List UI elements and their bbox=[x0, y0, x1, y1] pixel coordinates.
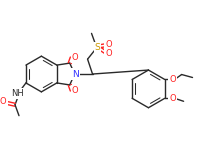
Text: O: O bbox=[169, 75, 176, 84]
Text: NH: NH bbox=[12, 89, 24, 98]
Text: O: O bbox=[105, 40, 112, 49]
Text: O: O bbox=[72, 86, 79, 95]
Text: O: O bbox=[169, 94, 176, 103]
Text: N: N bbox=[72, 69, 79, 79]
Text: O: O bbox=[0, 97, 6, 106]
Text: O: O bbox=[105, 49, 112, 58]
Text: S: S bbox=[95, 43, 100, 52]
Text: O: O bbox=[72, 53, 79, 62]
